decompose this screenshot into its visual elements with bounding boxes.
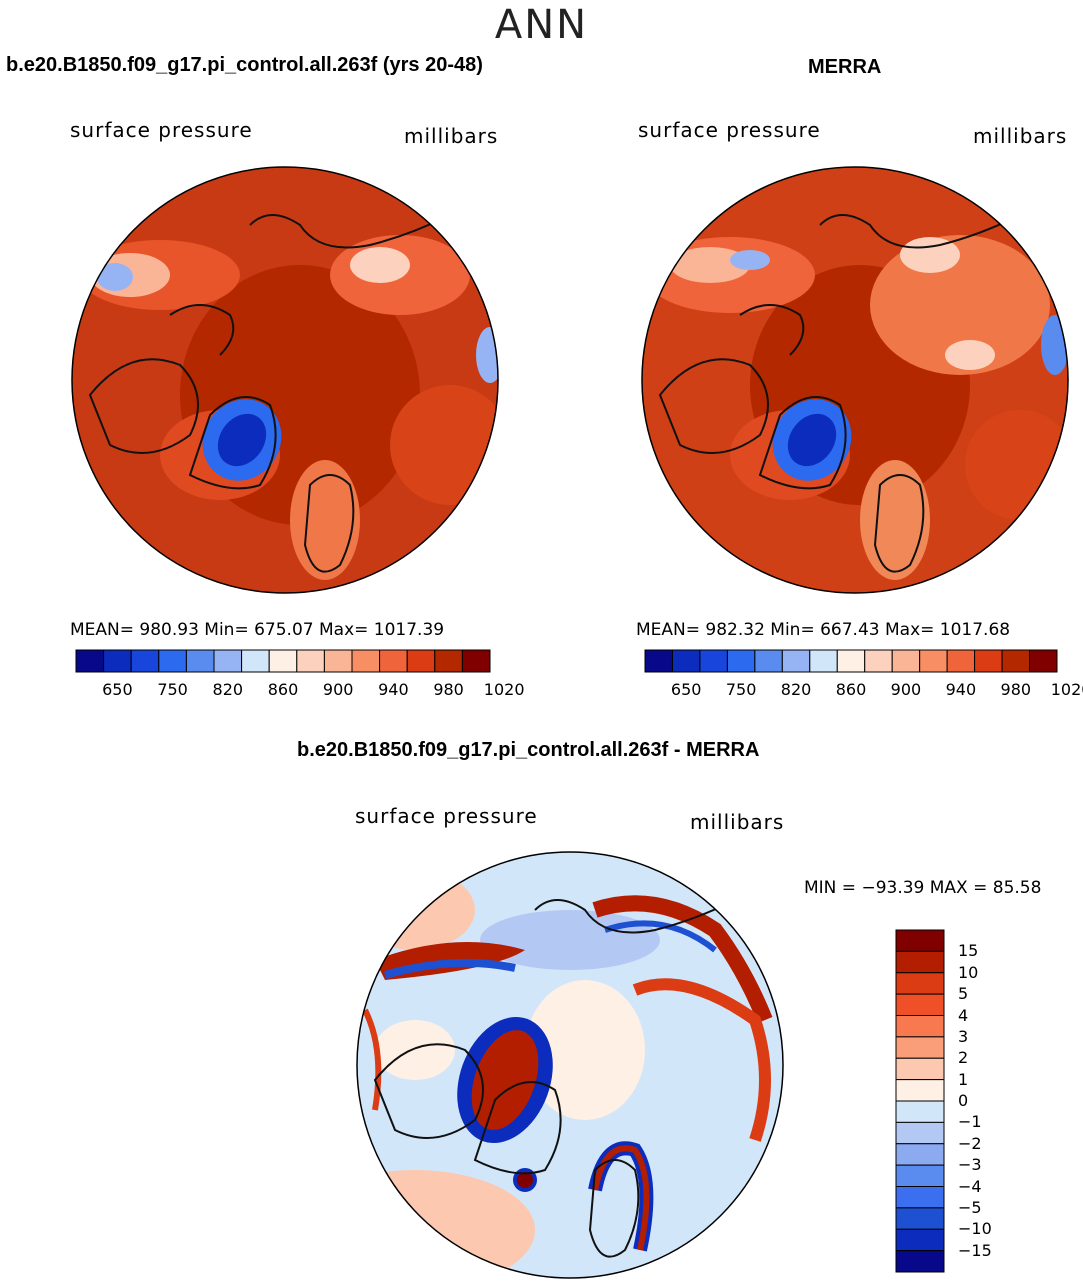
colorbar-swatch [895,950,945,974]
colorbar-swatch [919,649,948,673]
panel2-colorbar-ticks: 650 750 820 860 900 940 980 1020 [645,680,1083,700]
colorbar-swatch [864,649,893,673]
colorbar-tick-label: 820 [780,680,812,699]
colorbar-swatch [836,649,866,673]
colorbar-swatch [895,1057,945,1081]
colorbar-tick-label: 1020 [1050,680,1083,699]
colorbar-tick-label: 650 [670,680,702,699]
diff-colorbar [895,929,945,1273]
page-title: ANN [494,2,589,48]
colorbar-tick-label: 1020 [483,680,525,699]
panel2-case-name: MERRA [808,56,882,78]
panel1-polar-map [71,166,499,594]
colorbar-tick-label: 980 [433,680,464,699]
panel1-colorbar [75,649,491,673]
colorbar-swatch [895,1015,945,1038]
colorbar-tick-label: −2 [958,1133,982,1153]
diff-case-name: b.e20.B1850.f09_g17.pi_control.all.263f … [297,739,760,761]
panel2-polar-map [641,166,1069,594]
colorbar-swatch [946,649,976,673]
colorbar-tick-label: 750 [157,680,188,699]
colorbar-swatch [891,649,921,673]
colorbar-swatch [895,1228,945,1252]
colorbar-swatch [895,929,945,952]
colorbar-swatch [895,1250,945,1273]
colorbar-swatch [323,649,353,673]
colorbar-swatch [103,649,132,673]
colorbar-swatch [781,649,811,673]
colorbar-swatch [130,649,160,673]
diff-units: millibars [690,810,785,834]
colorbar-swatch [1029,649,1058,673]
colorbar-tick-label: 940 [945,680,977,699]
panel1-units: millibars [404,124,499,148]
colorbar-swatch [406,649,436,673]
colorbar-swatch [895,1143,945,1166]
colorbar-swatch [895,1121,945,1145]
colorbar-tick-label: 15 [958,941,979,961]
diff-colorbar-ticks: 15 10 5 4 3 2 1 0 −1 −2 −3 −4 −5 −10 −15 [958,930,1018,1272]
colorbar-swatch [726,649,756,673]
colorbar-swatch [379,649,408,673]
colorbar-tick-label: 1 [958,1069,969,1089]
panel1-variable: surface pressure [70,118,253,142]
panel1-colorbar-ticks: 650 750 820 860 900 940 980 1020 [76,680,524,700]
colorbar-swatch [895,1164,945,1187]
colorbar-swatch [895,972,945,995]
colorbar-tick-label: 860 [835,680,867,699]
panel1-stats: MEAN= 980.93 Min= 675.07 Max= 1017.39 [70,620,445,640]
colorbar-tick-label: 5 [958,984,969,1004]
colorbar-tick-label: −5 [958,1197,982,1217]
colorbar-tick-label: 750 [725,680,757,699]
colorbar-swatch [974,649,1003,673]
panel2-stats: MEAN= 982.32 Min= 667.43 Max= 1017.68 [636,620,1011,640]
colorbar-swatch [268,649,298,673]
colorbar-tick-label: 860 [267,680,299,699]
colorbar-tick-label: 3 [958,1026,969,1046]
colorbar-swatch [809,649,838,673]
colorbar-swatch [895,993,945,1016]
colorbar-tick-label: 0 [958,1091,969,1110]
colorbar-swatch [754,649,783,673]
diff-variable: surface pressure [355,804,538,828]
panel2-units: millibars [973,124,1068,148]
colorbar-swatch [895,1186,945,1209]
colorbar-swatch [296,649,325,673]
panel2-colorbar [644,649,1058,673]
panel2-variable: surface pressure [638,118,821,142]
colorbar-swatch [895,1207,945,1230]
colorbar-tick-label: 10 [958,962,979,982]
colorbar-tick-label: −3 [958,1155,982,1175]
colorbar-tick-label: 4 [958,1005,969,1025]
colorbar-tick-label: 900 [322,680,354,699]
colorbar-tick-label: 980 [1000,680,1032,699]
colorbar-tick-label: −1 [958,1112,982,1132]
colorbar-swatch [213,649,243,673]
colorbar-swatch [434,649,463,673]
colorbar-swatch [644,649,673,673]
colorbar-swatch [185,649,215,673]
colorbar-swatch [1001,649,1031,673]
colorbar-tick-label: −10 [958,1219,992,1239]
colorbar-swatch [895,1036,945,1059]
colorbar-tick-label: 900 [890,680,922,699]
colorbar-tick-label: −15 [958,1240,992,1260]
panel1-case-name: b.e20.B1850.f09_g17.pi_control.all.263f … [6,54,483,76]
colorbar-tick-label: 2 [958,1048,969,1068]
colorbar-swatch [699,649,728,673]
colorbar-swatch [158,649,187,673]
colorbar-tick-label: 650 [102,680,133,699]
colorbar-swatch [671,649,701,673]
colorbar-swatch [75,649,105,673]
colorbar-swatch [461,649,491,673]
colorbar-tick-label: 940 [378,680,409,699]
colorbar-swatch [241,649,270,673]
colorbar-swatch [351,649,381,673]
colorbar-swatch [895,1100,945,1123]
colorbar-tick-label: 820 [212,680,244,699]
colorbar-tick-label: −4 [958,1176,982,1196]
diff-stats: MIN = −93.39 MAX = 85.58 [804,878,1042,898]
diff-polar-map [356,851,784,1279]
colorbar-swatch [895,1079,945,1102]
